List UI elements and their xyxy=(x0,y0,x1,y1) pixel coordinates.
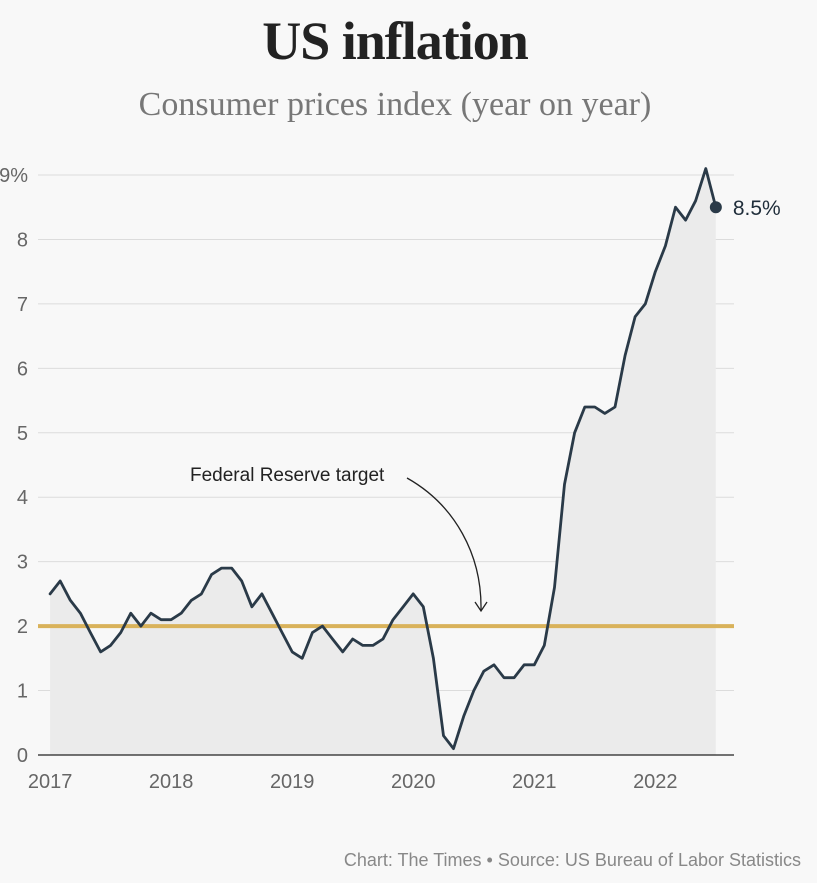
y-tick-labels: 0 1 2 3 4 5 6 7 8 9% xyxy=(0,165,28,767)
series-area xyxy=(50,168,716,756)
y-tick-label: 7 xyxy=(17,294,28,316)
annotation-label: Federal Reserve target xyxy=(190,465,385,486)
x-tick-label: 2020 xyxy=(391,771,436,793)
y-tick-label: 9% xyxy=(0,165,28,187)
x-tick-label: 2018 xyxy=(149,771,194,793)
annotation-arrowhead xyxy=(474,601,488,613)
y-tick-label: 3 xyxy=(17,552,28,574)
end-point-marker xyxy=(709,201,722,214)
x-tick-label: 2022 xyxy=(633,771,678,793)
series-line xyxy=(48,167,718,750)
y-tick-label: 0 xyxy=(17,745,28,767)
x-tick-label: 2021 xyxy=(512,771,557,793)
x-tick-labels: 2017 2018 2019 2020 2021 2022 xyxy=(28,771,678,793)
annotation: Federal Reserve target xyxy=(190,465,488,613)
end-value-label: 8.5% xyxy=(733,197,781,220)
annotation-arrow xyxy=(406,477,482,611)
y-tick-label: 2 xyxy=(17,616,28,638)
end-point: 8.5% xyxy=(709,197,781,220)
y-tick-label: 5 xyxy=(17,423,28,445)
area-fill xyxy=(50,168,716,756)
y-tick-label: 6 xyxy=(17,358,28,380)
chart-title: US inflation xyxy=(262,11,529,71)
series-line-path xyxy=(48,167,718,750)
x-tick-label: 2017 xyxy=(28,771,73,793)
x-tick-label: 2019 xyxy=(270,771,315,793)
y-tick-label: 8 xyxy=(17,229,28,251)
y-tick-label: 4 xyxy=(17,487,28,509)
chart-subtitle: Consumer prices index (year on year) xyxy=(138,86,652,123)
source-note: Chart: The Times • Source: US Bureau of … xyxy=(343,850,801,870)
y-tick-label: 1 xyxy=(17,681,28,703)
